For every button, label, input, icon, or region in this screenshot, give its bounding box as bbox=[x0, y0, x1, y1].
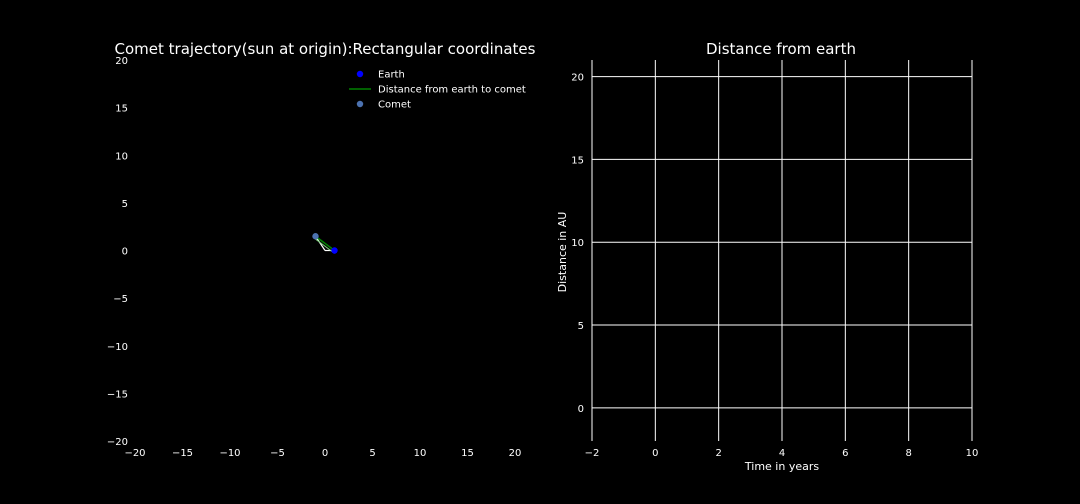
distance-x-ticks: −2 0 2 4 6 8 10 bbox=[585, 448, 979, 459]
legend-label: Earth bbox=[378, 70, 405, 81]
x-tick-label: 10 bbox=[966, 448, 979, 459]
y-tick-label: 0 bbox=[578, 404, 584, 415]
x-tick-label: 15 bbox=[461, 448, 474, 459]
y-tick-label: 5 bbox=[122, 199, 128, 210]
distance-line bbox=[315, 235, 335, 252]
x-tick-label: −10 bbox=[219, 448, 240, 459]
y-tick-label: −5 bbox=[113, 294, 128, 305]
trajectory-chart-title: Comet trajectory(sun at origin):Rectangu… bbox=[115, 40, 536, 58]
y-tick-label: 5 bbox=[578, 321, 584, 332]
y-tick-label: 20 bbox=[115, 56, 128, 67]
y-tick-label: 10 bbox=[115, 151, 128, 162]
x-tick-label: 8 bbox=[905, 448, 911, 459]
earth-point bbox=[331, 247, 338, 254]
trajectory-x-ticks: −20 −15 −10 −5 0 5 10 15 20 bbox=[124, 448, 521, 459]
y-tick-label: 15 bbox=[115, 104, 128, 115]
x-tick-label: −2 bbox=[585, 448, 600, 459]
x-tick-label: −15 bbox=[172, 448, 193, 459]
x-tick-label: 0 bbox=[322, 448, 328, 459]
y-tick-label: −15 bbox=[107, 389, 128, 400]
y-tick-label: 15 bbox=[571, 155, 584, 166]
x-tick-label: 4 bbox=[779, 448, 785, 459]
trajectory-marks bbox=[312, 233, 338, 254]
y-tick-label: −20 bbox=[107, 437, 128, 448]
legend-marker bbox=[356, 70, 364, 78]
legend-label: Comet bbox=[378, 100, 411, 111]
x-tick-label: 0 bbox=[652, 448, 658, 459]
distance-chart-title: Distance from earth bbox=[706, 40, 856, 58]
trajectory-chart: Comet trajectory(sun at origin):Rectangu… bbox=[107, 40, 536, 459]
distance-line-shadow bbox=[315, 238, 335, 254]
x-tick-label: 10 bbox=[414, 448, 427, 459]
y-tick-label: 20 bbox=[571, 73, 584, 84]
trajectory-y-ticks: −20 −15 −10 −5 0 5 10 15 20 bbox=[107, 56, 128, 448]
x-tick-label: −5 bbox=[270, 448, 285, 459]
y-tick-label: −10 bbox=[107, 342, 128, 353]
distance-grid bbox=[592, 60, 973, 441]
y-tick-label: 10 bbox=[571, 238, 584, 249]
x-tick-label: −20 bbox=[124, 448, 145, 459]
distance-y-axis-label: Distance in AU bbox=[556, 212, 569, 293]
comet-point bbox=[312, 233, 319, 240]
legend-label: Distance from earth to comet bbox=[378, 85, 526, 96]
legend-marker bbox=[356, 100, 364, 108]
y-tick-label: 0 bbox=[122, 247, 128, 258]
x-tick-label: 2 bbox=[715, 448, 721, 459]
trajectory-legend: Earth Distance from earth to comet Comet bbox=[349, 70, 526, 111]
distance-chart: Distance from earth −2 0 2 4 6 8 10 0 5 10 15 20 T… bbox=[556, 40, 978, 473]
x-tick-label: 5 bbox=[369, 448, 375, 459]
x-tick-label: 20 bbox=[509, 448, 522, 459]
distance-y-ticks: 0 5 10 15 20 bbox=[571, 73, 584, 415]
distance-x-axis-label: Time in years bbox=[744, 460, 819, 473]
x-tick-label: 6 bbox=[842, 448, 848, 459]
